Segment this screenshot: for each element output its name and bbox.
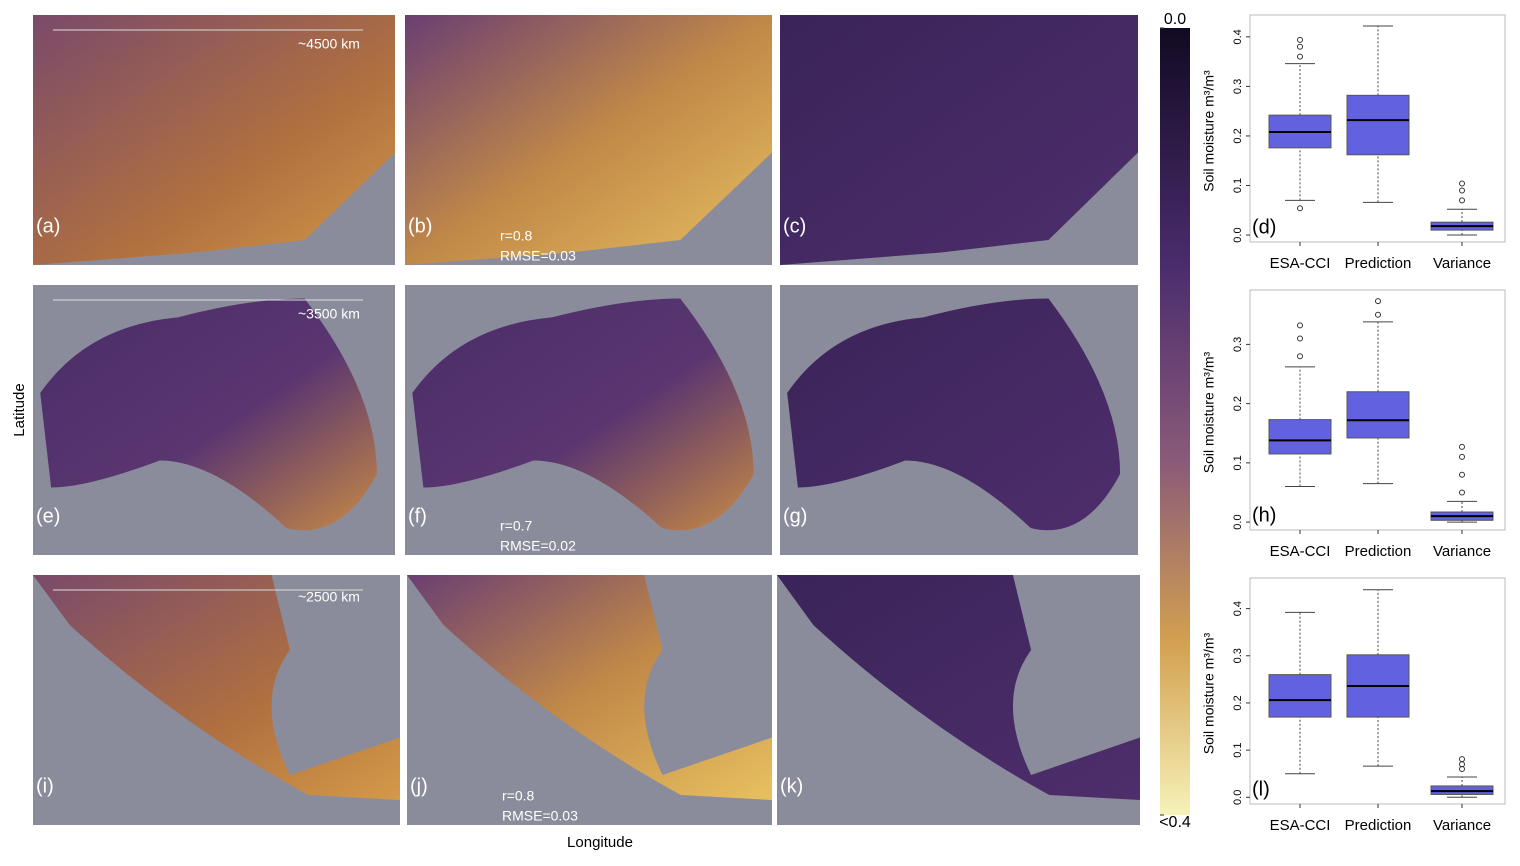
colorbar-label: 0.0 bbox=[1164, 11, 1186, 28]
box bbox=[1268, 674, 1332, 718]
map-land bbox=[780, 15, 1138, 265]
scale-label: ~2500 km bbox=[298, 589, 360, 605]
y-axis-label: Latitude bbox=[11, 383, 28, 436]
colorbar-label: <0.4 bbox=[1159, 814, 1191, 831]
panel-label: (i) bbox=[36, 775, 54, 797]
stat-r: r=0.8 bbox=[500, 228, 533, 244]
outlier bbox=[1459, 180, 1465, 187]
outlier bbox=[1375, 311, 1381, 318]
x-tick-label: Prediction bbox=[1345, 255, 1412, 272]
y-tick-label: 0.1 bbox=[1232, 178, 1244, 193]
panel-label: (c) bbox=[783, 215, 806, 237]
y-tick-label: 0.0 bbox=[1232, 227, 1244, 242]
outlier bbox=[1459, 197, 1465, 204]
box bbox=[1346, 94, 1410, 156]
x-tick-label: Prediction bbox=[1345, 817, 1412, 834]
panel-label: (g) bbox=[783, 505, 807, 527]
x-tick-label: Variance bbox=[1433, 543, 1491, 560]
box bbox=[1346, 391, 1410, 439]
panel-label: (l) bbox=[1252, 778, 1270, 800]
y-tick-label: 0.3 bbox=[1232, 337, 1244, 352]
outlier bbox=[1297, 353, 1303, 360]
stat-rmse: RMSE=0.02 bbox=[500, 538, 576, 554]
y-tick-label: 0.3 bbox=[1232, 648, 1244, 663]
outlier bbox=[1459, 756, 1465, 763]
stat-rmse: RMSE=0.03 bbox=[502, 808, 578, 824]
y-tick-label: 0.4 bbox=[1232, 601, 1244, 616]
x-tick-label: ESA-CCI bbox=[1270, 817, 1331, 834]
panel-label: (h) bbox=[1252, 504, 1276, 526]
panel-label: (k) bbox=[780, 775, 803, 797]
y-tick-label: 0.4 bbox=[1232, 29, 1244, 44]
panel-label: (d) bbox=[1252, 216, 1276, 238]
outlier bbox=[1297, 205, 1303, 212]
stat-rmse: RMSE=0.03 bbox=[500, 248, 576, 264]
x-tick-label: ESA-CCI bbox=[1270, 543, 1331, 560]
x-tick-label: Variance bbox=[1433, 817, 1491, 834]
y-tick-label: 0.2 bbox=[1232, 695, 1244, 710]
outlier bbox=[1459, 453, 1465, 460]
outlier bbox=[1459, 471, 1465, 478]
y-tick-label: 0.2 bbox=[1232, 396, 1244, 411]
panel-label: (j) bbox=[410, 775, 428, 797]
map-land bbox=[405, 15, 772, 265]
map-land bbox=[787, 298, 1121, 531]
y-axis-label: Soil moisture m³/m³ bbox=[1201, 632, 1217, 754]
outlier bbox=[1459, 443, 1465, 450]
map-land bbox=[407, 575, 772, 800]
map-land bbox=[412, 298, 754, 531]
y-tick-label: 0.1 bbox=[1232, 455, 1244, 470]
x-tick-label: Prediction bbox=[1345, 543, 1412, 560]
panel-label: (f) bbox=[408, 505, 427, 527]
x-tick-label: Variance bbox=[1433, 255, 1491, 272]
scale-label: ~3500 km bbox=[298, 306, 360, 322]
outlier bbox=[1297, 53, 1303, 60]
y-axis-label: Soil moisture m³/m³ bbox=[1201, 351, 1217, 473]
panel-label: (b) bbox=[408, 215, 432, 237]
stat-r: r=0.7 bbox=[500, 518, 533, 534]
panel-label: (a) bbox=[36, 215, 60, 237]
x-axis-label: Longitude bbox=[567, 834, 633, 851]
outlier bbox=[1459, 489, 1465, 496]
y-tick-label: 0.3 bbox=[1232, 79, 1244, 94]
map-land bbox=[40, 298, 377, 531]
box bbox=[1268, 419, 1332, 455]
outlier bbox=[1297, 43, 1303, 50]
outlier bbox=[1297, 322, 1303, 329]
colorbar bbox=[1160, 28, 1190, 815]
panel-label: (e) bbox=[36, 505, 60, 527]
x-tick-label: ESA-CCI bbox=[1270, 255, 1331, 272]
y-axis-label: Soil moisture m³/m³ bbox=[1201, 70, 1217, 192]
outlier bbox=[1459, 187, 1465, 194]
scale-label: ~4500 km bbox=[298, 36, 360, 52]
y-tick-label: 0.1 bbox=[1232, 742, 1244, 757]
map-land bbox=[33, 575, 400, 800]
y-tick-label: 0.2 bbox=[1232, 128, 1244, 143]
outlier bbox=[1297, 335, 1303, 342]
stat-r: r=0.8 bbox=[502, 788, 535, 804]
outlier bbox=[1375, 298, 1381, 305]
map-land bbox=[777, 575, 1140, 800]
map-land bbox=[33, 15, 395, 265]
y-tick-label: 0.0 bbox=[1232, 514, 1244, 529]
y-tick-label: 0.0 bbox=[1232, 790, 1244, 805]
outlier bbox=[1297, 36, 1303, 43]
